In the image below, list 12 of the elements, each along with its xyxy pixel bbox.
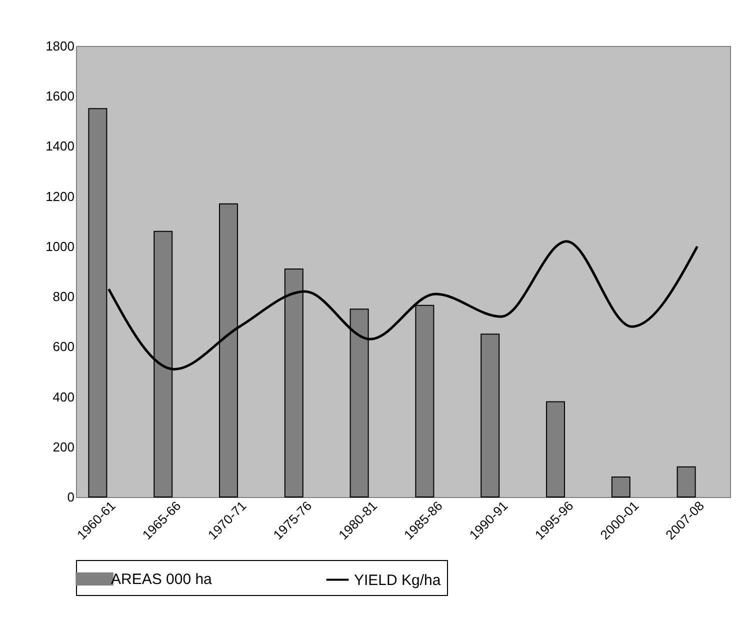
y-tick-label: 600: [52, 339, 74, 354]
y-tick-label: 1200: [46, 188, 74, 204]
y-tick-label: 1600: [46, 88, 74, 104]
y-tick-label: 1800: [46, 38, 74, 54]
y-tick-label: 1400: [46, 138, 74, 154]
y-tick-label: 800: [52, 289, 74, 304]
y-tick-label: 0: [67, 490, 74, 504]
y-tick-label: 400: [52, 389, 74, 404]
y-tick-label: 200: [52, 439, 74, 454]
legend-label: YIELD Kg/ha: [354, 572, 442, 589]
y-tick-label: 1000: [46, 238, 74, 254]
legend-label: AREAS 000 ha: [111, 570, 213, 588]
